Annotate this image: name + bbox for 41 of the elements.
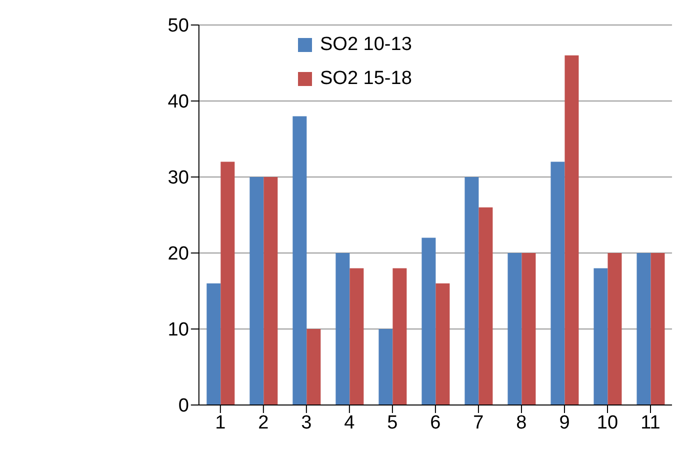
- x-tick-label: 7: [473, 412, 484, 434]
- x-tick-label: 11: [640, 412, 660, 434]
- bar: [594, 268, 608, 405]
- bar: [336, 253, 350, 405]
- bar: [422, 238, 436, 405]
- bar: [378, 329, 393, 405]
- bar: [522, 253, 536, 405]
- legend-label: SO2 15-18: [320, 68, 412, 89]
- bar: [264, 177, 278, 405]
- bar: [650, 253, 665, 405]
- bar: [292, 116, 307, 405]
- x-tick-label: 3: [301, 412, 312, 434]
- bar: [350, 268, 364, 405]
- y-tick-label: 40: [168, 92, 189, 113]
- bar: [220, 162, 235, 405]
- x-tick-label: 4: [344, 412, 356, 434]
- bar: [392, 268, 407, 405]
- y-tick-label: 30: [168, 168, 189, 189]
- bar: [608, 253, 622, 405]
- x-tick-label: 5: [387, 412, 398, 434]
- x-tick-label: 9: [559, 412, 570, 434]
- y-tick-label: 10: [168, 320, 189, 341]
- x-tick-label: 1: [215, 412, 226, 434]
- bar: [478, 207, 493, 405]
- x-tick-label: 8: [516, 412, 527, 434]
- y-tick-label: 20: [168, 244, 189, 265]
- x-tick-label: 6: [430, 412, 441, 434]
- legend-label: SO2 10-13: [320, 34, 412, 55]
- bar: [250, 177, 264, 405]
- y-tick-label: 50: [168, 16, 189, 37]
- bar: [508, 253, 522, 405]
- x-tick-label: 10: [596, 412, 618, 434]
- x-tick-label: 2: [258, 412, 269, 434]
- bar: [464, 177, 479, 405]
- bar: [206, 283, 221, 405]
- bar: [564, 55, 579, 405]
- bar: [306, 329, 321, 405]
- bar: [636, 253, 651, 405]
- y-tick-label: 0: [178, 396, 189, 417]
- bar: [550, 162, 565, 405]
- bar: [436, 283, 450, 405]
